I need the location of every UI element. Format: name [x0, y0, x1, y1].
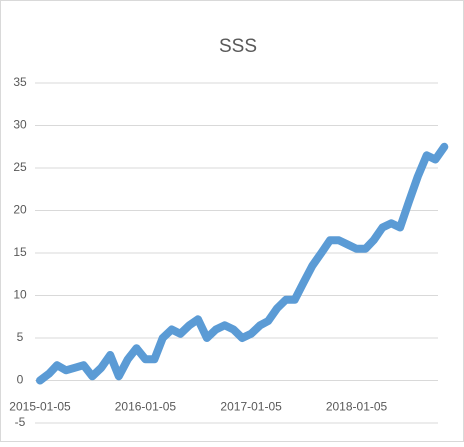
y-tick-label: -5: [15, 415, 26, 429]
y-tick-label: 30: [13, 118, 27, 132]
y-tick-label: 5: [17, 330, 24, 344]
x-tick-label: 2017-01-05: [220, 400, 282, 414]
series-line: [36, 142, 449, 385]
y-tick-label: 35: [13, 75, 27, 89]
x-tick-label: 2018-01-05: [326, 400, 388, 414]
y-tick-label: 25: [13, 160, 27, 174]
y-tick-label: 10: [13, 288, 27, 302]
y-tick-label: 20: [13, 203, 27, 217]
y-tick-label: 0: [17, 373, 24, 387]
x-tick-label: 2015-01-05: [9, 400, 71, 414]
x-tick-label: 2016-01-05: [115, 400, 177, 414]
y-tick-label: 15: [13, 245, 27, 259]
chart-title: SSS: [219, 36, 257, 57]
